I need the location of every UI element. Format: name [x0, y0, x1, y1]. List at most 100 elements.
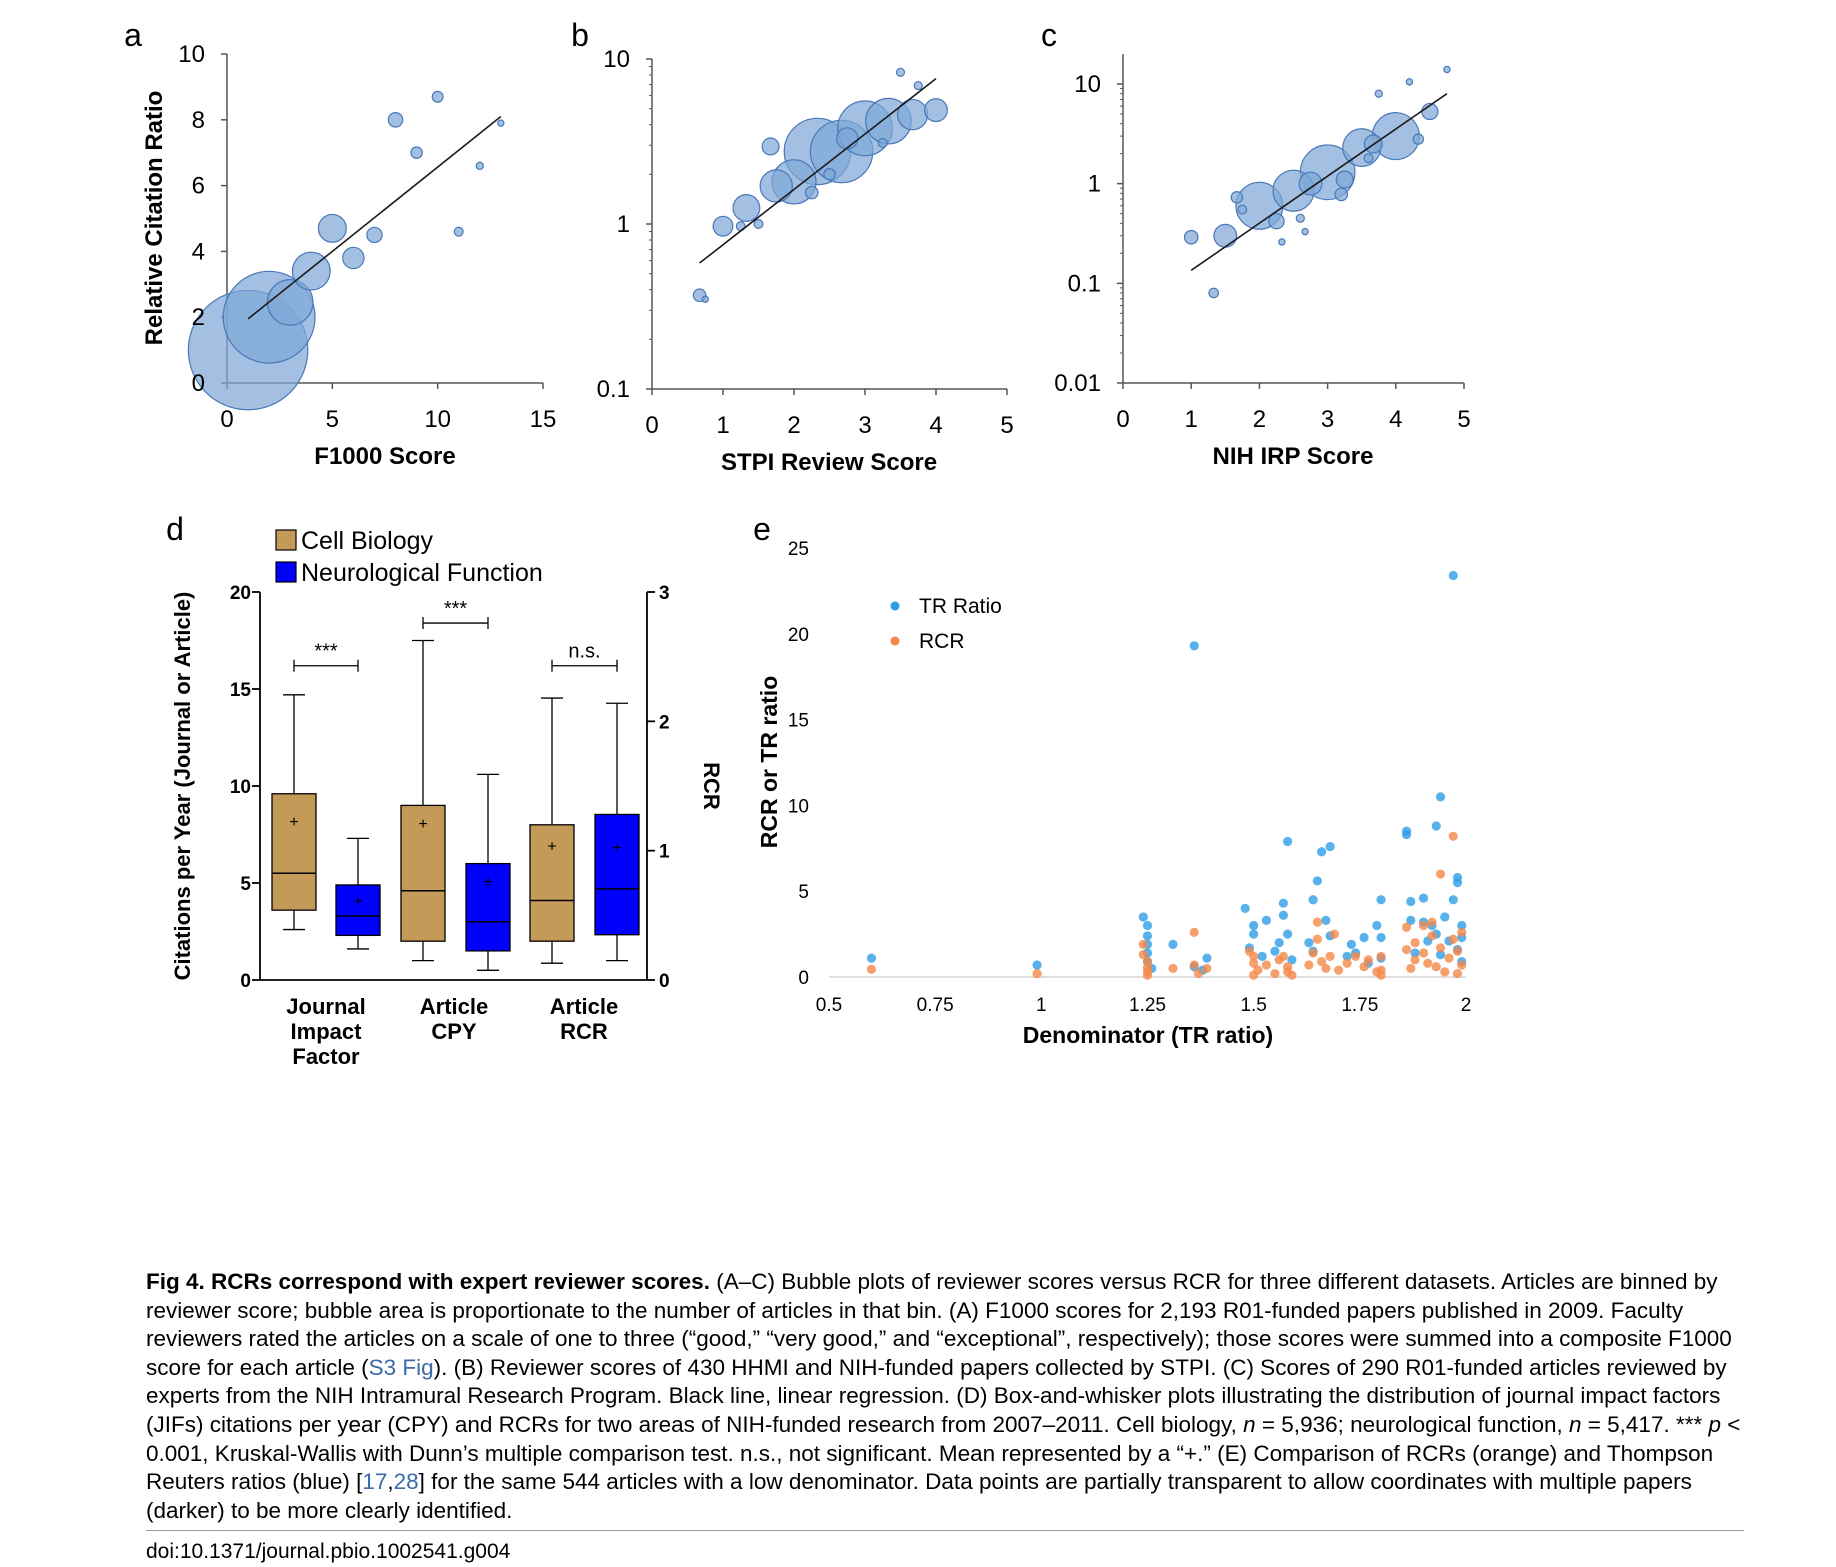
data-point — [1427, 917, 1437, 927]
x-category-label: CPY — [431, 1019, 477, 1044]
caption-text: ). (B) Reviewer scores of 430 HHMI and N… — [146, 1354, 1727, 1437]
data-point — [1448, 831, 1458, 841]
legend-marker — [890, 601, 900, 611]
bubble — [1183, 229, 1199, 245]
data-point — [1138, 939, 1148, 949]
box-cell-biology — [400, 639, 446, 962]
significance-bracket — [551, 659, 618, 672]
data-point — [1410, 938, 1420, 948]
y-tick-label: 0.1 — [1068, 270, 1101, 297]
data-point — [1270, 968, 1280, 979]
data-point — [1418, 948, 1429, 958]
x-tick-label: 0 — [1116, 406, 1129, 433]
x-tick-label: 5 — [1457, 406, 1470, 433]
box-iqr — [335, 884, 381, 937]
data-point — [1321, 963, 1331, 974]
caption-text: = 5,417. *** — [1581, 1411, 1709, 1437]
bubble — [1412, 133, 1424, 145]
legend-swatch — [275, 561, 297, 583]
legend-swatch — [275, 529, 297, 551]
data-point — [1168, 963, 1178, 974]
x-tick-label: 10 — [424, 406, 451, 433]
box-iqr — [594, 813, 640, 936]
significance-label: *** — [444, 598, 468, 620]
data-point — [1440, 967, 1450, 977]
caption-n-symbol: n — [1569, 1411, 1582, 1437]
x-axis-title: NIH IRP Score — [1213, 443, 1374, 470]
x-category-label: Impact — [291, 1019, 363, 1044]
y-tick-label: 6 — [192, 173, 205, 200]
data-point — [1457, 920, 1467, 931]
box-neurological-function — [335, 837, 381, 950]
data-point — [1435, 792, 1446, 802]
caption-link-s3-fig[interactable]: S3 Fig — [368, 1354, 434, 1380]
caption-ref-link[interactable]: 28 — [393, 1469, 419, 1495]
panel-label-e: e — [753, 511, 771, 547]
data-point — [1189, 641, 1199, 651]
bubble — [1268, 212, 1285, 230]
data-point — [1418, 920, 1429, 931]
data-point — [1342, 958, 1352, 968]
caption-ref-link[interactable]: 17 — [362, 1469, 388, 1495]
bubble — [497, 119, 505, 127]
significance-label: n.s. — [568, 641, 600, 663]
legend-label: Neurological Function — [301, 559, 543, 587]
significance-bracket — [422, 617, 489, 630]
caption-text: < 0.001, Kruskal-Wallis with Dunn’s mult… — [146, 1411, 1741, 1495]
y-tick-label-right: 1 — [659, 842, 670, 863]
bubble — [1405, 78, 1414, 86]
data-point — [1431, 962, 1441, 972]
data-point — [1261, 960, 1272, 970]
bubble — [701, 295, 709, 303]
data-point — [1440, 912, 1450, 922]
significance-bracket — [293, 659, 359, 672]
y-axis-title-right: RCR — [699, 762, 724, 810]
data-point — [1418, 893, 1429, 903]
data-point — [1410, 948, 1420, 958]
data-point — [1249, 929, 1259, 939]
x-tick-label: 1 — [716, 412, 729, 439]
data-point — [1142, 920, 1153, 931]
panel-b — [646, 58, 1008, 395]
data-point — [1334, 965, 1344, 975]
data-point — [1448, 570, 1458, 581]
figure-caption: Fig 4. RCRs correspond with expert revie… — [146, 1268, 1744, 1525]
data-point — [1142, 970, 1153, 980]
mean-marker: + — [612, 840, 621, 857]
bubble — [1237, 204, 1248, 215]
data-point — [1202, 963, 1212, 974]
bubble — [1363, 153, 1374, 164]
bubble — [1208, 287, 1220, 299]
data-point — [1359, 962, 1369, 972]
bubble — [732, 194, 761, 222]
x-tick-label: 5 — [1000, 412, 1013, 439]
data-point — [866, 953, 877, 963]
panel-label-d: d — [166, 511, 184, 547]
y-tick-label: 15 — [788, 711, 809, 732]
x-tick-label: 2 — [787, 412, 800, 439]
box-iqr — [271, 793, 317, 911]
bubble — [453, 226, 464, 237]
bubble — [896, 98, 929, 131]
bubble — [431, 90, 444, 103]
bubble — [804, 185, 819, 200]
data-point — [1444, 953, 1454, 963]
y-tick-label: 0 — [798, 968, 809, 989]
caption-p-symbol: p — [1708, 1411, 1722, 1437]
x-tick-label: 2 — [1253, 406, 1266, 433]
mean-marker: + — [547, 838, 556, 855]
data-point — [1457, 960, 1467, 970]
x-axis-title: STPI Review Score — [721, 449, 937, 476]
data-point — [1406, 963, 1416, 974]
y-axis-title-left: Citations per Year (Journal or Article) — [170, 592, 195, 981]
x-tick-label: 1.25 — [1129, 995, 1166, 1016]
data-point — [1261, 915, 1272, 925]
x-tick-label: 1 — [1036, 995, 1047, 1016]
x-category-label: Factor — [292, 1044, 360, 1069]
bubble — [1335, 170, 1354, 189]
caption-text: , — [387, 1469, 394, 1495]
caption-text: (A–C) Bubble plots of reviewer scores ve… — [146, 1269, 1732, 1380]
data-point — [1325, 841, 1335, 852]
box-neurological-function — [465, 773, 511, 971]
y-tick-label-right: 2 — [659, 712, 670, 733]
